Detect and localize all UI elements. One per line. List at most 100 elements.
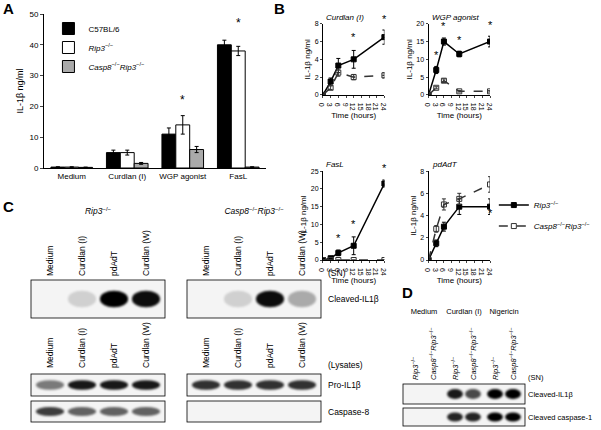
svg-text:*: *	[351, 31, 356, 43]
svg-text:0: 0	[318, 103, 325, 107]
svg-text:Medium: Medium	[201, 338, 211, 368]
svg-text:Curdlan (W): Curdlan (W)	[141, 322, 151, 368]
svg-text:Time (hours): Time (hours)	[437, 111, 482, 120]
svg-text:21: 21	[478, 268, 485, 276]
svg-text:12: 12	[455, 268, 462, 276]
svg-text:40: 40	[29, 41, 38, 50]
svg-text:Curdlan (I): Curdlan (I)	[326, 13, 364, 22]
svg-text:20: 20	[311, 185, 319, 192]
svg-text:21: 21	[372, 103, 379, 111]
svg-text:(SN): (SN)	[328, 268, 346, 278]
svg-text:IL-1β ng/ml: IL-1β ng/ml	[409, 195, 418, 235]
svg-text:10: 10	[416, 56, 424, 63]
svg-text:*: *	[488, 19, 493, 31]
svg-text:IL-1β ng/ml: IL-1β ng/ml	[405, 39, 414, 79]
svg-text:0: 0	[318, 268, 325, 272]
svg-text:0: 0	[424, 103, 431, 107]
svg-text:(Lysates): (Lysates)	[328, 360, 363, 370]
svg-text:Curdlan (I): Curdlan (I)	[446, 307, 482, 316]
svg-text:6: 6	[439, 268, 446, 272]
svg-text:Caspase-8: Caspase-8	[328, 407, 369, 417]
svg-text:12: 12	[349, 268, 356, 276]
svg-text:Casp8−/−Rip3−/−: Casp8−/−Rip3−/−	[468, 328, 478, 380]
svg-text:Cleaved-IL1β: Cleaved-IL1β	[328, 294, 379, 304]
svg-text:FasL: FasL	[229, 172, 247, 181]
svg-text:IL-1β ng/ml: IL-1β ng/ml	[303, 39, 312, 79]
svg-text:Curdlan (I): Curdlan (I)	[77, 328, 87, 368]
svg-text:20: 20	[416, 20, 424, 27]
svg-text:9: 9	[342, 103, 349, 107]
svg-text:15: 15	[462, 268, 469, 276]
svg-text:15: 15	[311, 203, 319, 210]
svg-text:3: 3	[326, 103, 333, 107]
svg-text:12: 12	[455, 103, 462, 111]
svg-text:*: *	[382, 13, 387, 25]
svg-text:WGP agonist: WGP agonist	[159, 172, 207, 181]
svg-text:pdAdT: pdAdT	[432, 160, 458, 169]
svg-text:4: 4	[420, 212, 424, 219]
svg-text:*: *	[434, 49, 439, 61]
svg-text:*: *	[336, 232, 341, 244]
svg-text:Cleaved caspase-1: Cleaved caspase-1	[528, 413, 592, 422]
svg-text:Rip3−/−: Rip3−/−	[450, 357, 460, 380]
svg-text:0: 0	[420, 256, 424, 263]
svg-text:Medium: Medium	[45, 246, 55, 276]
svg-text:24: 24	[486, 103, 493, 111]
svg-text:(SN): (SN)	[528, 373, 544, 382]
svg-text:*: *	[180, 93, 185, 107]
svg-text:Rip3−/−: Rip3−/−	[410, 357, 420, 380]
svg-text:18: 18	[365, 268, 372, 276]
svg-text:Medium: Medium	[411, 307, 438, 316]
svg-text:8: 8	[420, 168, 424, 175]
svg-text:Time (hours): Time (hours)	[331, 111, 376, 120]
svg-text:*: *	[457, 34, 462, 46]
svg-text:10: 10	[29, 133, 38, 142]
svg-text:2: 2	[420, 234, 424, 241]
svg-text:*: *	[441, 223, 446, 235]
svg-text:WGP agonist: WGP agonist	[432, 13, 480, 22]
svg-text:25: 25	[311, 168, 319, 175]
svg-text:pdAdT: pdAdT	[265, 251, 275, 276]
svg-text:*: *	[488, 207, 493, 219]
svg-text:3: 3	[432, 268, 439, 272]
svg-text:pdAdT: pdAdT	[109, 343, 119, 368]
svg-text:Curdlan (I): Curdlan (I)	[77, 236, 87, 276]
svg-text:30: 30	[29, 71, 38, 80]
svg-text:pdAdT: pdAdT	[109, 251, 119, 276]
svg-text:2: 2	[315, 74, 319, 81]
svg-text:15: 15	[416, 38, 424, 45]
svg-text:24: 24	[486, 268, 493, 276]
svg-text:Rip3−/−: Rip3−/−	[85, 206, 112, 216]
svg-text:Curdlan (W): Curdlan (W)	[297, 230, 307, 276]
svg-text:21: 21	[478, 103, 485, 111]
svg-text:3: 3	[432, 103, 439, 107]
svg-text:Casp8−/−Rip3−/−: Casp8−/−Rip3−/−	[508, 328, 518, 380]
svg-text:6: 6	[439, 103, 446, 107]
svg-text:24: 24	[380, 103, 387, 111]
svg-text:21: 21	[372, 268, 379, 276]
svg-text:*: *	[434, 239, 439, 251]
svg-text:Time (hours): Time (hours)	[437, 276, 482, 285]
svg-text:8: 8	[315, 20, 319, 27]
svg-text:*: *	[351, 218, 356, 230]
svg-text:Casp8−/−Rip3−/−: Casp8−/−Rip3−/−	[428, 328, 438, 380]
svg-text:Curdlan (I): Curdlan (I)	[233, 236, 243, 276]
svg-text:6: 6	[315, 38, 319, 45]
svg-text:0: 0	[34, 164, 39, 173]
svg-text:5: 5	[420, 74, 424, 81]
svg-text:5: 5	[315, 239, 319, 246]
svg-text:6: 6	[334, 103, 341, 107]
svg-text:15: 15	[357, 268, 364, 276]
svg-text:24: 24	[380, 268, 387, 276]
svg-text:Casp8​−/−​Rip3​−/−​: Casp8​−/−​Rip3​−/−​	[534, 221, 590, 231]
svg-text:0: 0	[315, 91, 319, 98]
svg-text:Curdlan (I): Curdlan (I)	[108, 172, 146, 181]
svg-text:Nigericin: Nigericin	[489, 307, 518, 316]
svg-text:IL-1β ng/ml: IL-1β ng/ml	[15, 68, 25, 113]
svg-text:FasL: FasL	[326, 160, 344, 169]
svg-text:Curdlan (W): Curdlan (W)	[141, 230, 151, 276]
svg-text:Rip3​−/−​: Rip3​−/−​	[534, 200, 559, 210]
svg-text:Medium: Medium	[201, 246, 211, 276]
svg-text:18: 18	[470, 103, 477, 111]
svg-text:9: 9	[447, 268, 454, 272]
